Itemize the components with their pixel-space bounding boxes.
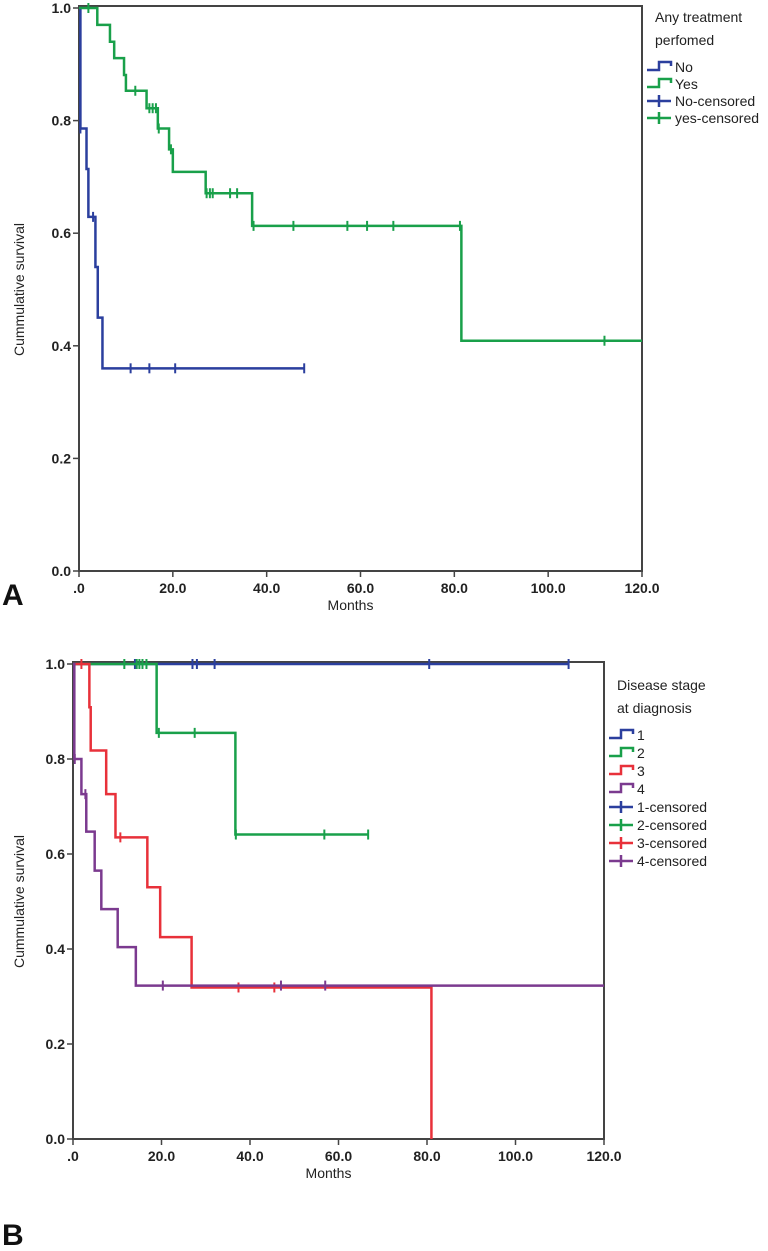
y-tick-label: 1.0: [46, 656, 66, 672]
survival-curve: [79, 6, 305, 370]
plot-frame: [72, 661, 605, 1140]
legend-label: 4: [637, 781, 645, 797]
plot-frame: [78, 5, 643, 572]
x-tick-label: 120.0: [624, 580, 659, 596]
legend-censor-icon: [609, 819, 633, 831]
y-tick-label: 0.4: [46, 941, 66, 957]
legend-label: 2: [637, 745, 645, 761]
y-tick-label: 0.8: [46, 751, 66, 767]
y-tick-label: 0.6: [52, 225, 72, 241]
legend-step-icon: [609, 728, 635, 740]
legend-title: Disease stage: [617, 677, 706, 693]
y-axis-label: Cummulative survival: [11, 223, 27, 356]
x-tick-label: 60.0: [325, 1148, 352, 1164]
legend: Any treatment perfomed NoYesNo-censoredyes…: [647, 9, 759, 126]
panel-label: A: [2, 579, 24, 612]
legend-censor-icon: [647, 112, 671, 124]
survival-curve: [79, 6, 642, 342]
x-tick-label: .0: [73, 580, 85, 596]
y-axis-label: Cummulative survival: [11, 835, 27, 968]
y-tick-label: 1.0: [52, 0, 72, 16]
x-tick-label: 120.0: [586, 1148, 621, 1164]
legend-label: 3: [637, 763, 645, 779]
x-tick-label: 80.0: [441, 580, 468, 596]
y-tick-label: 0.6: [46, 846, 66, 862]
y-tick-label: 0.8: [52, 113, 72, 129]
legend-censor-icon: [647, 95, 671, 107]
y-tick-label: 0.0: [52, 563, 72, 579]
legend-label: yes-censored: [675, 110, 759, 126]
y-tick-label: 0.4: [52, 338, 72, 354]
legend-label: Yes: [675, 76, 698, 92]
series-4: [73, 662, 604, 991]
panel-label: B: [2, 1219, 24, 1251]
x-tick-label: 100.0: [531, 580, 566, 596]
legend-step-icon: [647, 77, 673, 89]
legend: Disease stage at diagnosis 1 2 3 4 1-censored 2…: [609, 677, 707, 869]
legend-censor-icon: [609, 801, 633, 813]
legend-label: No-censored: [675, 93, 755, 109]
legend-title: at diagnosis: [617, 700, 692, 716]
survival-curve: [73, 662, 433, 1139]
legend-step-icon: [609, 746, 635, 758]
legend-label: No: [675, 59, 693, 75]
chart-a: 0.0 0.2 0.4 0.6 0.8 1.0 .0 20.0 40.0 60.0 80.0 100.…: [2, 0, 759, 613]
x-axis-label: Months: [328, 597, 374, 613]
x-tick-label: 20.0: [148, 1148, 175, 1164]
x-tick-label: 80.0: [413, 1148, 440, 1164]
series-3: [73, 659, 433, 1139]
x-axis-label: Months: [306, 1165, 352, 1181]
legend-step-icon: [609, 782, 635, 794]
survival-curve: [73, 662, 369, 836]
legend-step-icon: [647, 60, 673, 72]
y-tick-label: 0.0: [46, 1131, 66, 1147]
series-2: [73, 659, 370, 840]
x-tick-label: 40.0: [236, 1148, 263, 1164]
chart-b: 0.0 0.2 0.4 0.6 0.8 1.0 .0 20.0 40.0 60.0 80.0 100.…: [2, 656, 707, 1251]
legend-title: Any treatment: [655, 9, 742, 25]
legend-label: 2-censored: [637, 817, 707, 833]
series-Yes: [79, 3, 642, 346]
x-tick-label: 100.0: [498, 1148, 533, 1164]
legend-censor-icon: [609, 855, 633, 867]
y-tick-label: 0.2: [52, 450, 72, 466]
y-tick-label: 0.2: [46, 1036, 66, 1052]
legend-label: 1: [637, 727, 645, 743]
series-No: [79, 6, 306, 374]
legend-censor-icon: [609, 837, 633, 849]
x-tick-label: .0: [67, 1148, 79, 1164]
x-tick-label: 40.0: [253, 580, 280, 596]
legend-step-icon: [609, 764, 635, 776]
x-tick-label: 20.0: [159, 580, 186, 596]
x-tick-label: 60.0: [347, 580, 374, 596]
legend-title: perfomed: [655, 32, 714, 48]
legend-label: 3-censored: [637, 835, 707, 851]
legend-label: 4-censored: [637, 853, 707, 869]
survival-curve: [73, 662, 604, 987]
legend-label: 1-censored: [637, 799, 707, 815]
